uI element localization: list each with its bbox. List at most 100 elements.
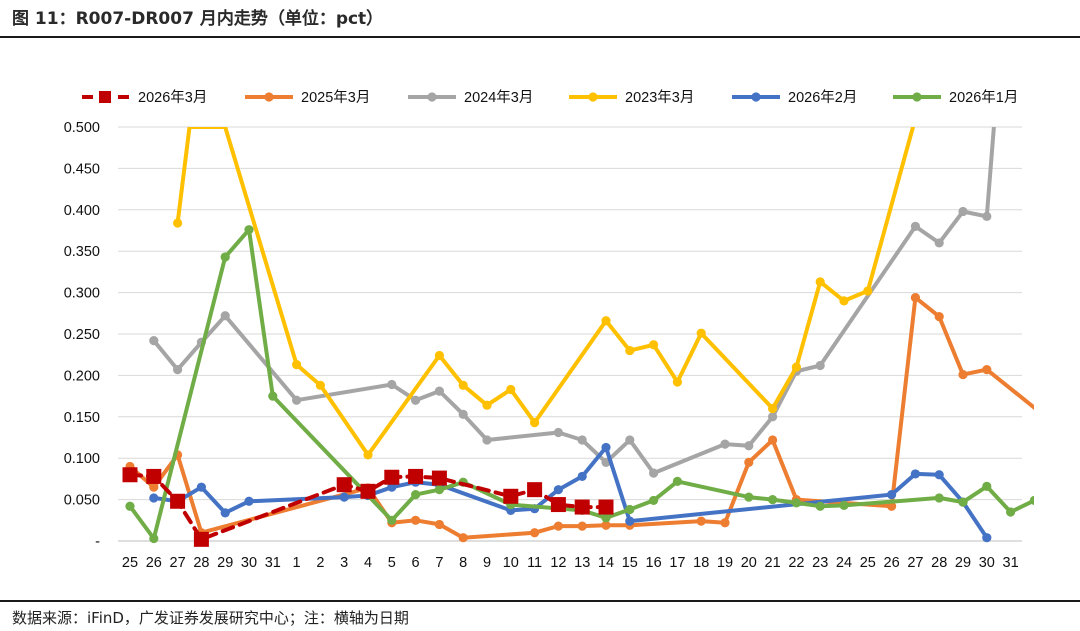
y-axis-tick-labels: - 0.050 0.100 0.150 0.200 0.250 0.300 0.350 0.40… xyxy=(64,120,100,550)
x-tick-label: 23 xyxy=(812,555,828,571)
data-point xyxy=(577,471,587,482)
data-point xyxy=(934,493,944,503)
data-point xyxy=(649,468,659,478)
data-point xyxy=(244,225,254,235)
data-point xyxy=(360,483,376,499)
data-point xyxy=(982,533,992,543)
data-point xyxy=(527,482,543,498)
data-point xyxy=(768,435,778,445)
x-tick-label: 15 xyxy=(622,555,638,571)
data-point xyxy=(791,362,802,372)
x-tick-label: 26 xyxy=(884,555,900,571)
data-point xyxy=(625,345,635,356)
bottom-rule xyxy=(0,600,1080,602)
data-point xyxy=(625,516,635,526)
x-tick-label: 10 xyxy=(503,555,519,571)
data-point xyxy=(649,495,659,506)
data-point xyxy=(553,485,564,495)
data-point xyxy=(887,490,897,500)
x-tick-label: 18 xyxy=(693,555,709,571)
series-line xyxy=(175,127,915,457)
data-point xyxy=(170,493,186,509)
data-point xyxy=(839,500,849,510)
data-point xyxy=(384,469,400,485)
data-point xyxy=(601,520,611,530)
y-tick-label: 0.200 xyxy=(64,368,100,384)
data-point xyxy=(244,496,254,506)
x-tick-label: 7 xyxy=(435,555,443,571)
data-point xyxy=(696,328,706,338)
legend-item: 2024年3月 xyxy=(408,89,533,106)
data-point xyxy=(411,490,421,500)
data-point xyxy=(149,336,159,346)
x-tick-label: 13 xyxy=(574,555,590,571)
data-point xyxy=(125,501,135,511)
data-point xyxy=(411,515,421,525)
y-tick-label: - xyxy=(95,534,100,550)
legend-label: 2026年1月 xyxy=(949,89,1018,106)
data-point xyxy=(482,435,492,445)
x-tick-label: 2 xyxy=(316,555,324,571)
legend-item: 2026年1月 xyxy=(893,89,1018,106)
data-point xyxy=(315,380,325,390)
data-point xyxy=(720,439,730,449)
x-tick-label: 30 xyxy=(241,555,257,571)
x-tick-label: 28 xyxy=(931,555,947,571)
legend-label: 2023年3月 xyxy=(625,89,694,106)
data-point xyxy=(173,365,183,375)
data-point xyxy=(982,365,992,375)
x-tick-label: 8 xyxy=(459,555,467,571)
data-point xyxy=(672,377,683,387)
x-tick-label: 27 xyxy=(907,555,923,571)
data-point xyxy=(625,504,635,515)
data-point xyxy=(408,468,424,484)
x-tick-label: 12 xyxy=(550,555,566,571)
x-tick-label: 6 xyxy=(412,555,420,571)
data-point xyxy=(625,435,635,445)
data-point xyxy=(387,482,397,492)
legend: 2026年3月 2025年3月 2024年3月 2023年3月 2026年2月 2026年… xyxy=(82,89,1018,106)
x-tick-label: 28 xyxy=(193,555,209,571)
data-point xyxy=(434,350,444,361)
legend-item: 2026年2月 xyxy=(732,89,857,106)
data-point xyxy=(434,386,444,396)
x-tick-label: 24 xyxy=(836,555,852,571)
y-tick-label: 0.450 xyxy=(64,161,100,177)
y-tick-label: 0.500 xyxy=(64,120,100,136)
x-tick-label: 29 xyxy=(955,555,971,571)
data-point xyxy=(387,379,397,390)
x-tick-label: 3 xyxy=(340,555,348,571)
data-point xyxy=(958,497,968,507)
data-point xyxy=(601,316,611,326)
data-point xyxy=(336,477,352,493)
x-tick-label: 29 xyxy=(217,555,233,571)
data-point xyxy=(506,384,516,395)
series-4 xyxy=(173,127,915,460)
data-point xyxy=(815,501,825,511)
data-point xyxy=(220,508,230,518)
data-point xyxy=(958,206,968,217)
data-point xyxy=(173,218,183,228)
legend-label: 2026年3月 xyxy=(138,89,207,106)
x-tick-label: 11 xyxy=(527,555,542,571)
data-point xyxy=(553,427,564,438)
data-point xyxy=(503,488,519,504)
data-point xyxy=(193,531,209,547)
x-tick-label: 30 xyxy=(979,555,995,571)
y-tick-label: 0.400 xyxy=(64,203,100,219)
x-tick-label: 27 xyxy=(170,555,186,571)
data-point xyxy=(411,395,421,405)
data-point xyxy=(577,521,587,531)
x-tick-label: 31 xyxy=(1003,555,1019,571)
data-point xyxy=(1029,495,1034,506)
data-point xyxy=(744,492,754,502)
data-point xyxy=(292,360,302,370)
data-point xyxy=(1006,507,1016,517)
legend-swatch-marker xyxy=(912,92,922,102)
data-point xyxy=(339,492,349,502)
data-point xyxy=(910,469,921,479)
data-point xyxy=(791,498,802,508)
x-tick-label: 20 xyxy=(741,555,757,571)
data-point xyxy=(601,513,611,523)
data-point xyxy=(768,495,778,505)
